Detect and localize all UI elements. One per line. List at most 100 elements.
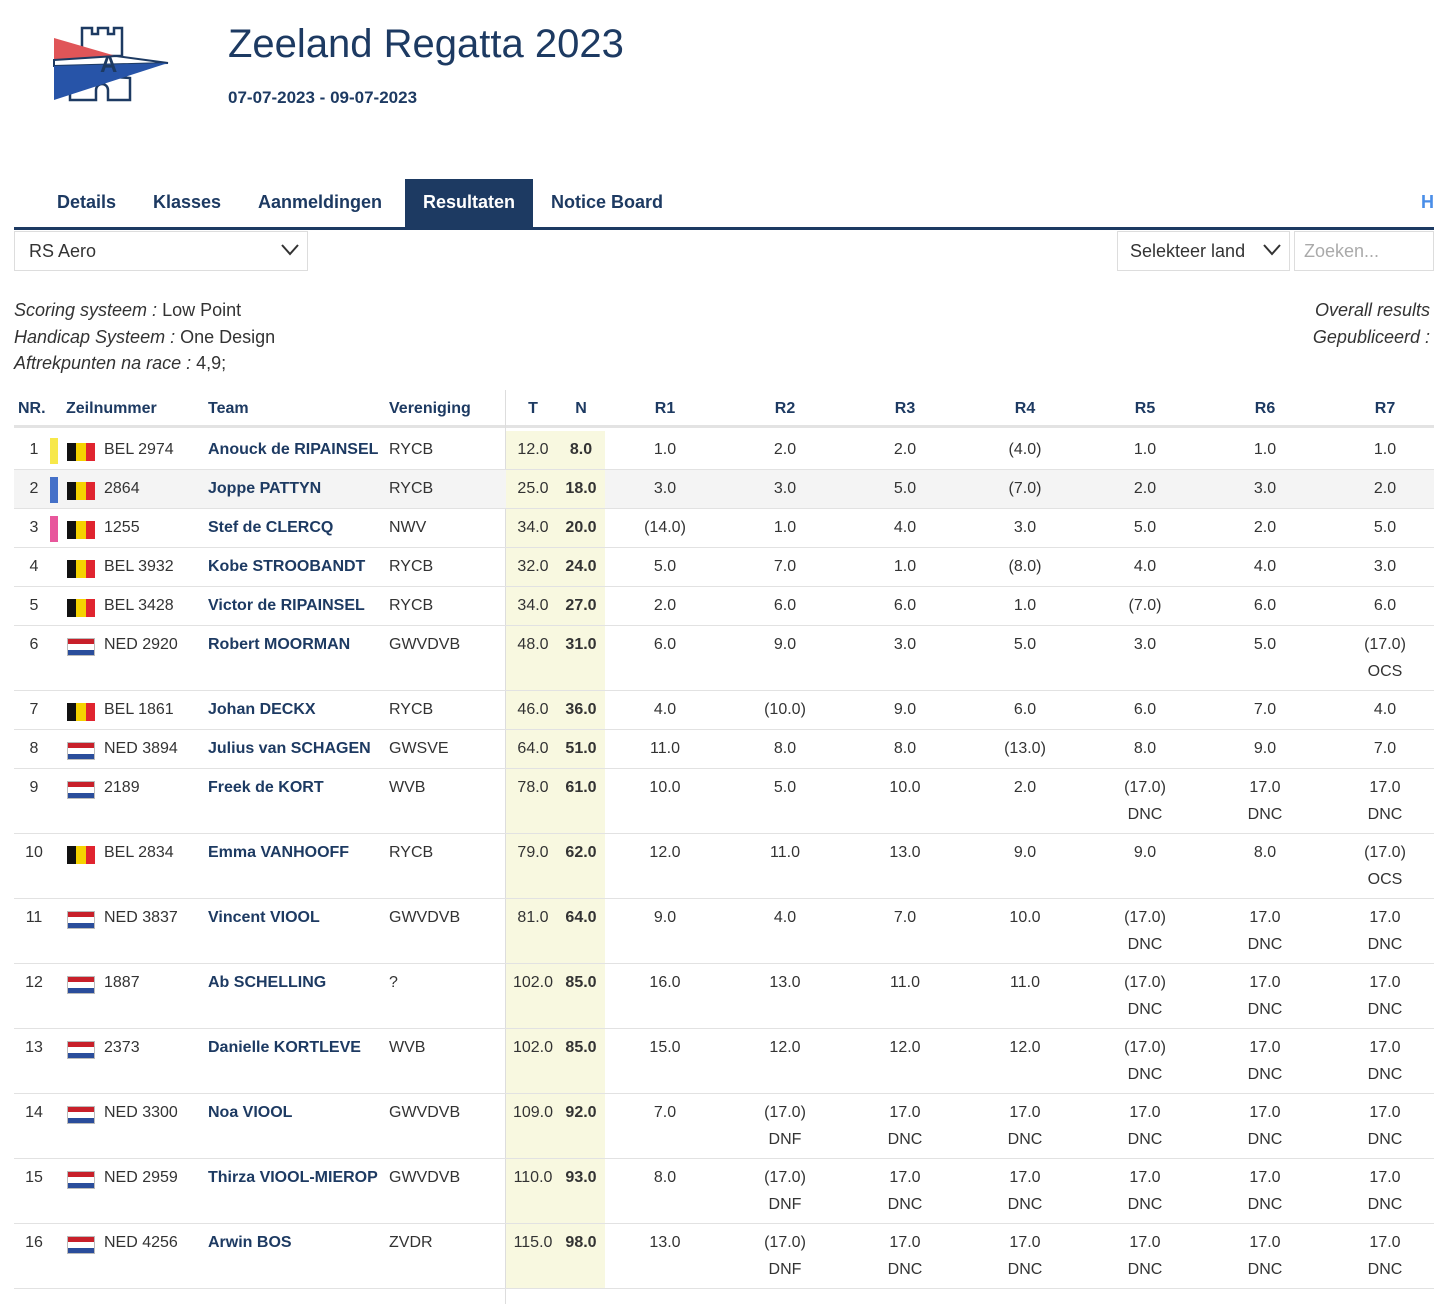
table-row[interactable]: 13 2373 Danielle KORTLEVE WVB 102.0 85.0 15.0 1…: [14, 1029, 1434, 1094]
team-name-link[interactable]: Emma VANHOOFF: [208, 844, 350, 861]
race-score-code: DNF: [768, 1261, 802, 1278]
race-score-value: (17.0): [764, 1169, 806, 1186]
table-row[interactable]: 7 BEL 1861 Johan DECKX RYCB 46.0 36.0 4.0 (10.0…: [14, 691, 1434, 730]
tab-notice-board[interactable]: Notice Board: [551, 192, 664, 212]
race-score-value: 8.0: [773, 740, 797, 757]
race-score-value: 17.0: [1249, 909, 1281, 926]
table-row[interactable]: 6 NED 2920 Robert MOORMAN GWVDVB 48.0 31.0 6.0…: [14, 626, 1434, 691]
team-name-link[interactable]: Vincent VIOOL: [208, 909, 320, 926]
race-score-value: 4.0: [1373, 701, 1397, 718]
race-score-value: 17.0: [1369, 1104, 1401, 1121]
team-name-link[interactable]: Johan DECKX: [208, 701, 316, 718]
table-row[interactable]: 12 1887 Ab SCHELLING? 102.0 85.0 16.0 13.0 11.0…: [14, 964, 1434, 1029]
country-select[interactable]: Selekteer land: [1117, 231, 1290, 271]
team-name-link[interactable]: Freek de KORT: [208, 779, 324, 796]
class-select[interactable]: RS Aero: [14, 231, 308, 271]
race-score-r5: (17.0) DNC: [1124, 974, 1166, 1019]
table-row[interactable]: 16 NED 4256 Arwin BOS ZVDR 115.0 98.0 13.0 (17.…: [14, 1224, 1434, 1289]
race-score-value: 3.0: [1373, 558, 1397, 575]
race-score-r4: 5.0: [1014, 636, 1036, 654]
results-table-body: 1 BEL 2974 Anouck de RIPAINSEL RYCB 12.0 8.0 1…: [14, 431, 1434, 1289]
netherlands-flag-icon: [67, 976, 95, 994]
team-name-link[interactable]: Robert MOORMAN: [208, 636, 351, 653]
table-row[interactable]: 11 NED 3837 Vincent VIOOL GWVDVB 81.0 64.0 9.0…: [14, 899, 1434, 964]
totals-highlight: [506, 548, 605, 586]
race-score-r2: 4.0: [774, 909, 796, 927]
race-score-r2: 9.0: [774, 636, 796, 654]
race-score-value: 9.0: [1253, 740, 1277, 757]
race-score-value: 4.0: [773, 909, 797, 926]
table-row[interactable]: 2 2864 Joppe PATTYN RYCB 25.0 18.0 3.0 3.0 5.0 (7…: [14, 470, 1434, 509]
table-row[interactable]: 3 1255 Stef de CLERCQ NWV 34.0 20.0 (14.0) 1.0 4…: [14, 509, 1434, 548]
total-points: 48.0: [517, 636, 549, 653]
tab-resultaten[interactable]: Resultaten: [405, 179, 533, 227]
team-name-link[interactable]: Stef de CLERCQ: [208, 519, 334, 536]
totals-highlight: [506, 509, 605, 547]
race-score-r4: (7.0): [1009, 480, 1042, 498]
search-input[interactable]: [1294, 231, 1434, 271]
totals-highlight: [506, 1094, 605, 1158]
race-score-r7: (17.0) OCS: [1364, 636, 1406, 681]
race-score-r3: 7.0: [894, 909, 916, 927]
race-score-value: 17.0: [1369, 1039, 1401, 1056]
belgium-flag-icon: [67, 560, 95, 578]
race-score-r6: 7.0: [1254, 701, 1276, 719]
race-score-value: 13.0: [889, 844, 921, 861]
totals-highlight: [506, 626, 605, 690]
rank: 14: [25, 1104, 43, 1121]
table-row[interactable]: 10 BEL 2834 Emma VANHOOFF RYCB 79.0 62.0 12.0 1…: [14, 834, 1434, 899]
totals-highlight: [506, 964, 605, 1028]
race-score-value: 7.0: [1373, 740, 1397, 757]
race-score-value: (17.0): [1364, 844, 1406, 861]
sail-number: 1887: [104, 974, 140, 991]
race-score-r1: 4.0: [654, 701, 676, 719]
sail-number: NED 3837: [104, 909, 178, 926]
totals-highlight: [506, 1029, 605, 1093]
column-divider: [505, 390, 506, 1304]
team-name-link[interactable]: Joppe PATTYN: [208, 480, 322, 497]
race-score-value: 1.0: [1013, 597, 1037, 614]
race-score-r3: 6.0: [894, 597, 916, 615]
race-score-value: 10.0: [889, 779, 921, 796]
team-name-link[interactable]: Julius van SCHAGEN: [208, 740, 371, 757]
table-row[interactable]: 8 NED 3894 Julius van SCHAGEN GWSVE 64.0 51.0…: [14, 730, 1434, 769]
race-score-value: 17.0: [1009, 1234, 1041, 1251]
table-row[interactable]: 9 2189 Freek de KORT WVB 78.0 61.0 10.0 5.0 10.0…: [14, 769, 1434, 834]
table-row[interactable]: 5 BEL 3428 Victor de RIPAINSEL RYCB 34.0 27.0…: [14, 587, 1434, 626]
tab-klasses[interactable]: Klasses: [153, 192, 222, 212]
race-score-r2: (10.0): [764, 701, 806, 719]
table-row[interactable]: 15 NED 2959 Thirza VIOOL-MIEROP GWVDVB 110.0…: [14, 1159, 1434, 1224]
race-score-value: 5.0: [653, 558, 677, 575]
race-score-r4: 1.0: [1014, 597, 1036, 615]
race-score-code: DNC: [1247, 1261, 1283, 1278]
race-score-code: DNC: [1247, 806, 1283, 823]
race-score-value: 11.0: [1010, 974, 1040, 991]
totals-highlight: [506, 769, 605, 833]
handicap-label: Handicap Systeem :: [14, 327, 176, 347]
table-row[interactable]: 4 BEL 3932 Kobe STROOBANDT RYCB 32.0 24.0 5.0 7…: [14, 548, 1434, 587]
table-row[interactable]: 14 NED 3300 Noa VIOOL GWVDVB 109.0 92.0 7.0 (17…: [14, 1094, 1434, 1159]
team-name-link[interactable]: Thirza VIOOL-MIEROP: [208, 1169, 378, 1186]
belgium-flag-icon: [67, 846, 95, 864]
team-name-link[interactable]: Anouck de RIPAINSEL: [208, 441, 379, 458]
team-name-link[interactable]: Noa VIOOL: [208, 1104, 293, 1121]
team-name-link[interactable]: Ab SCHELLING: [208, 974, 327, 991]
team-name-link[interactable]: Kobe STROOBANDT: [208, 558, 366, 575]
club: GWVDVB: [389, 1169, 461, 1186]
race-score-value: 10.0: [649, 779, 681, 796]
table-row[interactable]: 1 BEL 2974 Anouck de RIPAINSEL RYCB 12.0 8.0 1…: [14, 431, 1434, 470]
club: RYCB: [389, 441, 434, 458]
tab-aanmeldingen[interactable]: Aanmeldingen: [258, 192, 383, 212]
team-name-link[interactable]: Arwin BOS: [208, 1234, 292, 1251]
sail-number: 2864: [104, 480, 140, 497]
total-points: 32.0: [517, 558, 549, 575]
tab-overflow[interactable]: H: [1421, 192, 1434, 212]
tab-details[interactable]: Details: [57, 192, 117, 212]
team-name-link[interactable]: Victor de RIPAINSEL: [208, 597, 365, 614]
team-name-link[interactable]: Danielle KORTLEVE: [208, 1039, 361, 1056]
race-score-r1: 10.0: [649, 779, 680, 797]
race-score-r1: 6.0: [654, 636, 676, 654]
race-score-value: 5.0: [1133, 519, 1157, 536]
race-score-value: 17.0: [1249, 1169, 1281, 1186]
net-points: 85.0: [565, 974, 597, 991]
